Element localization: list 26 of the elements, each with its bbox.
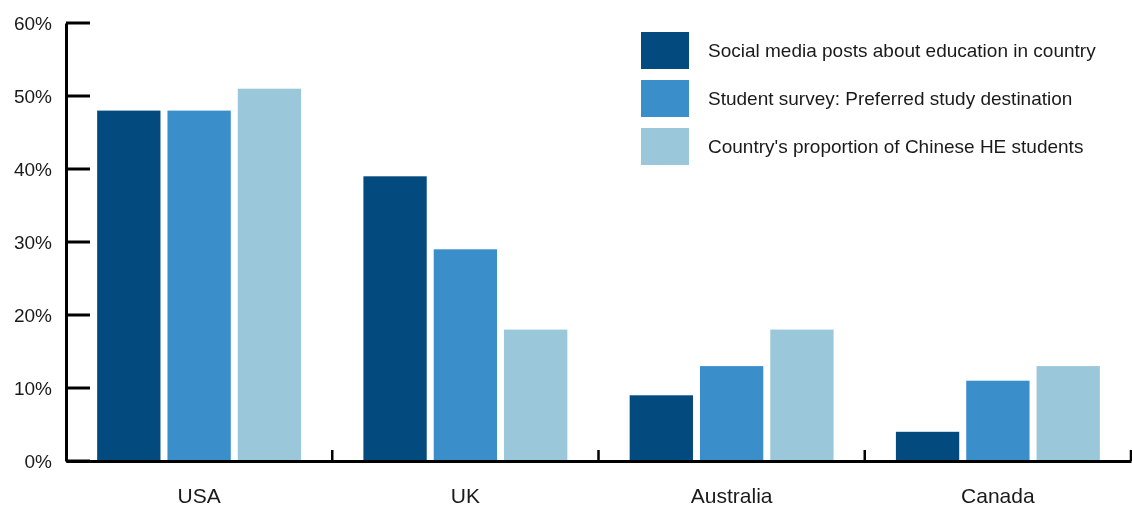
bar [770,329,834,461]
bar [699,366,764,461]
bar [504,329,568,461]
legend-label: Student survey: Preferred study destination [708,88,1073,110]
x-tick-label: USA [177,483,221,505]
y-tick-label: 10% [13,377,53,399]
x-tick-label: Australia [690,483,773,505]
bar [433,249,498,461]
legend-label: Country's proportion of Chinese HE students [708,136,1084,158]
y-tick-label: 60% [13,12,53,34]
y-tick-label: 20% [13,304,53,326]
x-tick-label: UK [450,483,480,505]
y-tick-label: 30% [13,231,53,253]
bar [237,88,302,461]
y-tick-label: 0% [24,450,53,472]
x-tick-label: Canada [961,483,1035,505]
y-tick-label: 50% [13,85,53,107]
bar [167,110,231,461]
bar [629,395,693,461]
y-tick-label: 40% [13,158,53,180]
bar [895,431,960,461]
bar [966,380,1030,461]
bar [363,176,427,461]
bar [1036,366,1100,461]
legend-label: Social media posts about education in country [708,40,1097,62]
bar [97,110,161,461]
